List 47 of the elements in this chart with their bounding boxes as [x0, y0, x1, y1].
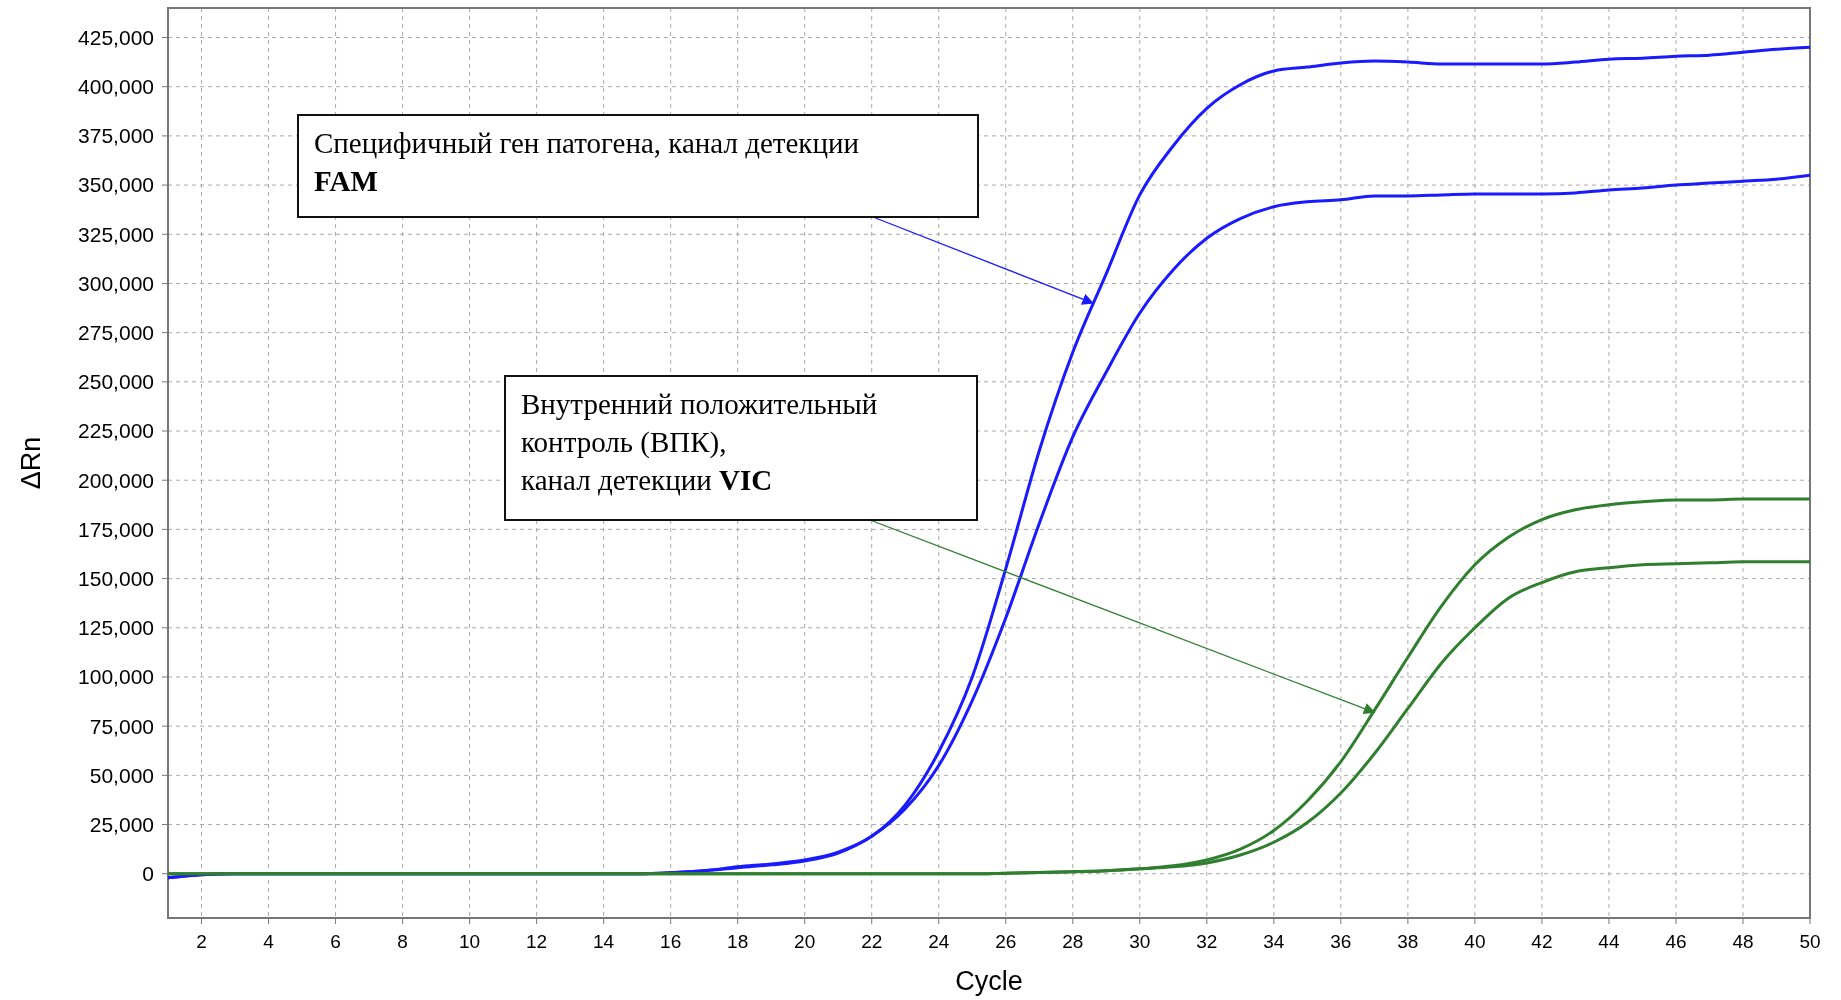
y-tick-label: 250,000: [78, 370, 154, 394]
x-tick-label: 46: [1665, 931, 1687, 952]
x-tick-label: 12: [526, 931, 548, 952]
y-tick-label: 400,000: [78, 75, 154, 99]
annotation: Специфичный ген патогена, канал детекции FAM: [314, 127, 860, 197]
y-tick-label: 425,000: [78, 25, 154, 49]
annotation: Внутренний положительный контроль (ВПК), канал детекции VIC: [521, 388, 878, 496]
y-tick-label: 25,000: [89, 812, 154, 836]
y-tick-label: 175,000: [78, 517, 154, 541]
x-tick-label: 36: [1330, 931, 1352, 952]
y-tick-label: 125,000: [78, 616, 154, 640]
y-tick-label: 375,000: [78, 124, 154, 148]
y-tick-label: 275,000: [78, 321, 154, 344]
x-tick-label: 34: [1263, 931, 1285, 952]
x-tick-label: 8: [397, 931, 408, 952]
y-axis-title: ΔRn: [16, 436, 46, 490]
y-tick-label: 350,000: [78, 173, 154, 197]
x-tick-label: 6: [330, 931, 341, 952]
x-tick-label: 20: [794, 931, 816, 952]
x-tick-label: 18: [727, 931, 749, 952]
y-tick-label: 325,000: [78, 222, 154, 246]
x-axis-title: Cycle: [955, 966, 1023, 996]
y-tick-label: 150,000: [78, 566, 154, 590]
x-tick-label: 30: [1129, 931, 1151, 952]
x-tick-label: 14: [593, 931, 615, 952]
x-tick-label: 26: [995, 931, 1017, 952]
x-tick-label: 16: [660, 931, 682, 952]
x-tick-label: 38: [1397, 931, 1419, 952]
x-tick-label: 10: [459, 931, 481, 952]
x-tick-label: 44: [1598, 931, 1620, 952]
x-tick-label: 48: [1732, 931, 1754, 952]
y-tick-label: 300,000: [78, 271, 154, 295]
x-tick-label: 50: [1799, 931, 1821, 952]
x-tick-label: 2: [196, 931, 207, 952]
x-tick-label: 4: [263, 931, 275, 952]
y-tick-label: 200,000: [78, 468, 154, 492]
y-tick-label: 75,000: [89, 714, 154, 738]
y-tick-label: 100,000: [78, 665, 154, 689]
x-tick-label: 22: [861, 931, 883, 952]
x-tick-label: 40: [1464, 931, 1486, 952]
x-tick-label: 28: [1062, 931, 1084, 952]
x-tick-label: 24: [928, 931, 950, 952]
y-tick-label: 50,000: [89, 763, 154, 787]
x-tick-label: 42: [1531, 931, 1553, 952]
y-tick-label: 0: [142, 862, 154, 886]
x-tick-label: 32: [1196, 931, 1218, 952]
y-tick-label: 225,000: [78, 419, 154, 443]
